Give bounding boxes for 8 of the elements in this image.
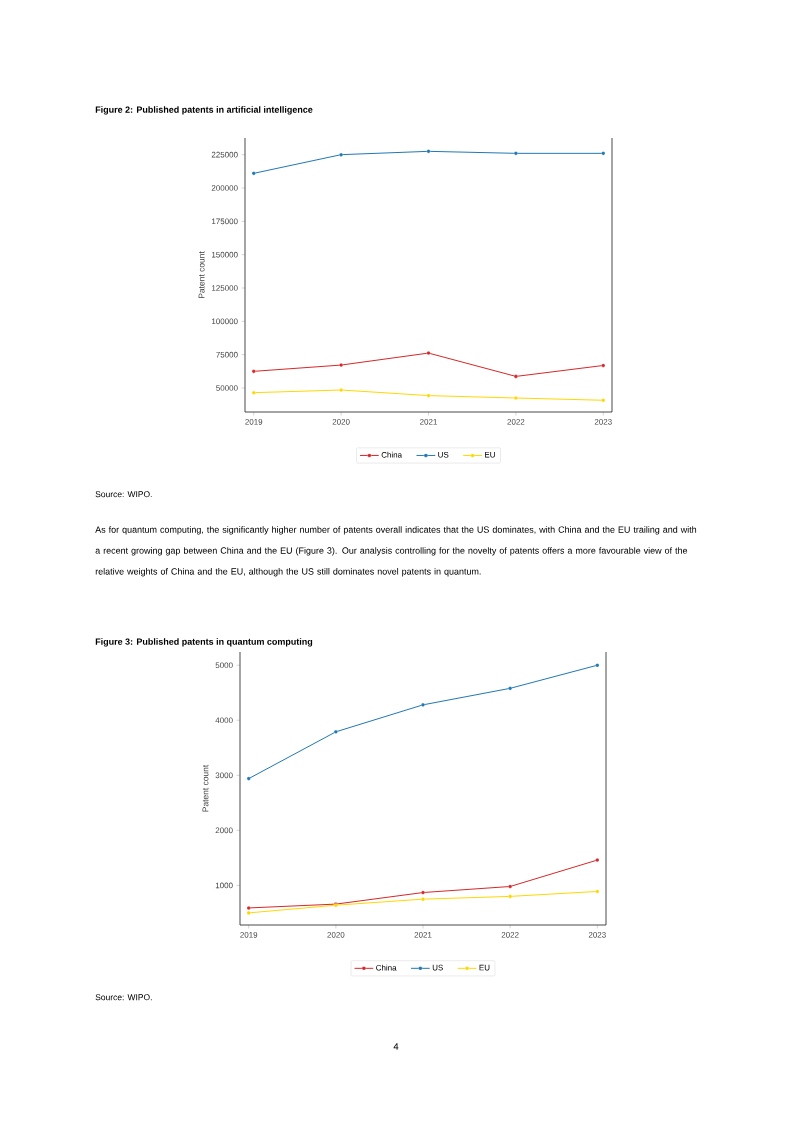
- source-note: Source: WIPO.: [95, 491, 152, 498]
- text: As for quantum computing, the significantly higher number of patents overall indicates that the US dominates, with China and the EU trailing and with a recent growing gap between China and the EU (Figure 3). Our analysis controlling for the novelty of patents offers a more favourable view of the relative weights of China and the EU, although the US still dominates novel patents in quantum.: [95, 526, 697, 577]
- y-axis-title: Patent count: [198, 251, 205, 299]
- chart-title: Figure 2: Published patents in artificial intelligence: [95, 106, 313, 115]
- chart-title: Figure 3: Published patents in quantum computing: [95, 638, 313, 647]
- source-note: Source: WIPO.: [95, 994, 152, 1001]
- y-axis-title: Patent count: [202, 764, 209, 812]
- text: 4: [393, 1043, 399, 1050]
